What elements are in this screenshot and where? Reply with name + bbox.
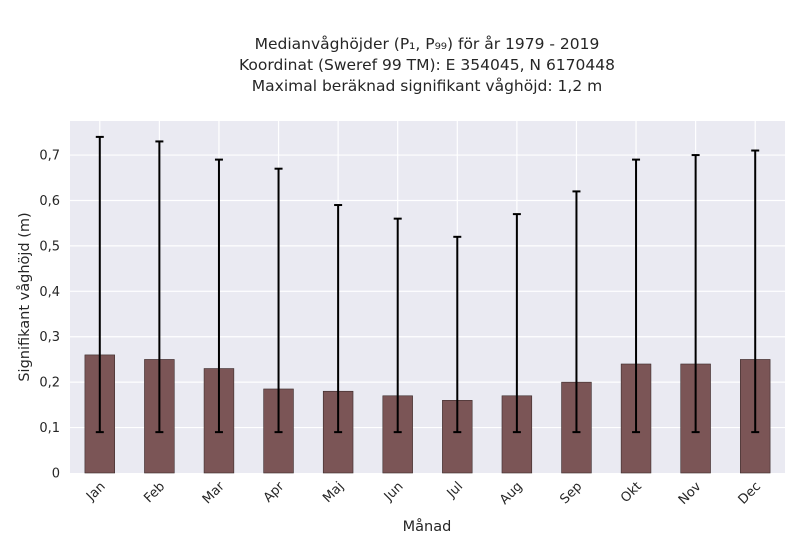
- y-tick-label: 0,6: [39, 194, 60, 209]
- x-tick-label: Mar: [200, 479, 228, 507]
- x-tick-label: Jun: [381, 479, 407, 505]
- chart-title-line-2: Koordinat (Sweref 99 TM): E 354045, N 61…: [239, 56, 615, 74]
- x-tick-label: Jan: [83, 479, 108, 504]
- x-axis-label: Månad: [403, 518, 452, 535]
- y-axis-label: Signifikant våghöjd (m): [16, 212, 33, 381]
- plot-background: [70, 121, 785, 473]
- x-tick-label: Okt: [618, 479, 645, 506]
- x-tick-label: Feb: [141, 479, 168, 506]
- chart-title-line-3: Maximal beräknad signifikant våghöjd: 1,…: [251, 77, 603, 95]
- y-tick-label: 0,3: [39, 330, 60, 345]
- x-tick-label: Nov: [676, 479, 705, 508]
- x-tick-label: Sep: [557, 479, 585, 507]
- y-tick-label: 0,1: [39, 421, 60, 436]
- y-tick-labels: 0 0,1 0,2 0,3 0,4 0,5 0,6 0,7: [39, 149, 60, 482]
- y-tick-label: 0,2: [39, 376, 60, 391]
- x-tick-label: Maj: [320, 479, 347, 506]
- chart-title-line-1: Medianvåghöjder (P₁, P₉₉) för år 1979 - …: [254, 35, 600, 53]
- y-tick-label: 0: [52, 467, 60, 482]
- chart-title: Medianvåghöjder (P₁, P₉₉) för år 1979 - …: [0, 34, 800, 97]
- y-tick-label: 0,5: [39, 239, 60, 254]
- y-tick-label: 0,7: [39, 149, 60, 164]
- x-tick-label: Apr: [261, 479, 288, 506]
- y-tick-label: 0,4: [39, 285, 60, 300]
- x-tick-labels: Jan Feb Mar Apr Maj Jun Jul Aug Sep Okt Nov Dec: [83, 479, 764, 508]
- x-tick-label: Jul: [444, 479, 466, 501]
- error-bars: [95, 135, 760, 434]
- x-tick-label: Dec: [736, 479, 764, 507]
- x-tick-label: Aug: [497, 479, 526, 508]
